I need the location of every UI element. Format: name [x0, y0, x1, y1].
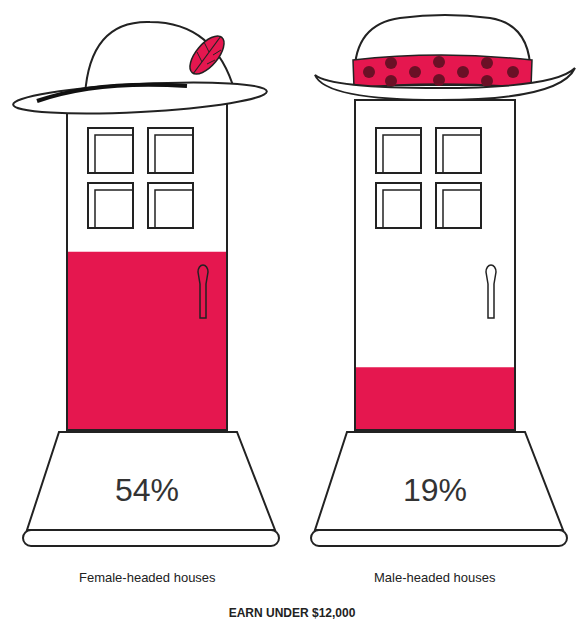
svg-text:Male-headed houses: Male-headed houses	[374, 570, 496, 585]
svg-text:EARN UNDER $12,000: EARN UNDER $12,000	[229, 606, 356, 620]
svg-text:19%: 19%	[403, 472, 467, 508]
svg-text:Female-headed houses: Female-headed houses	[79, 570, 216, 585]
svg-text:54%: 54%	[115, 472, 179, 508]
